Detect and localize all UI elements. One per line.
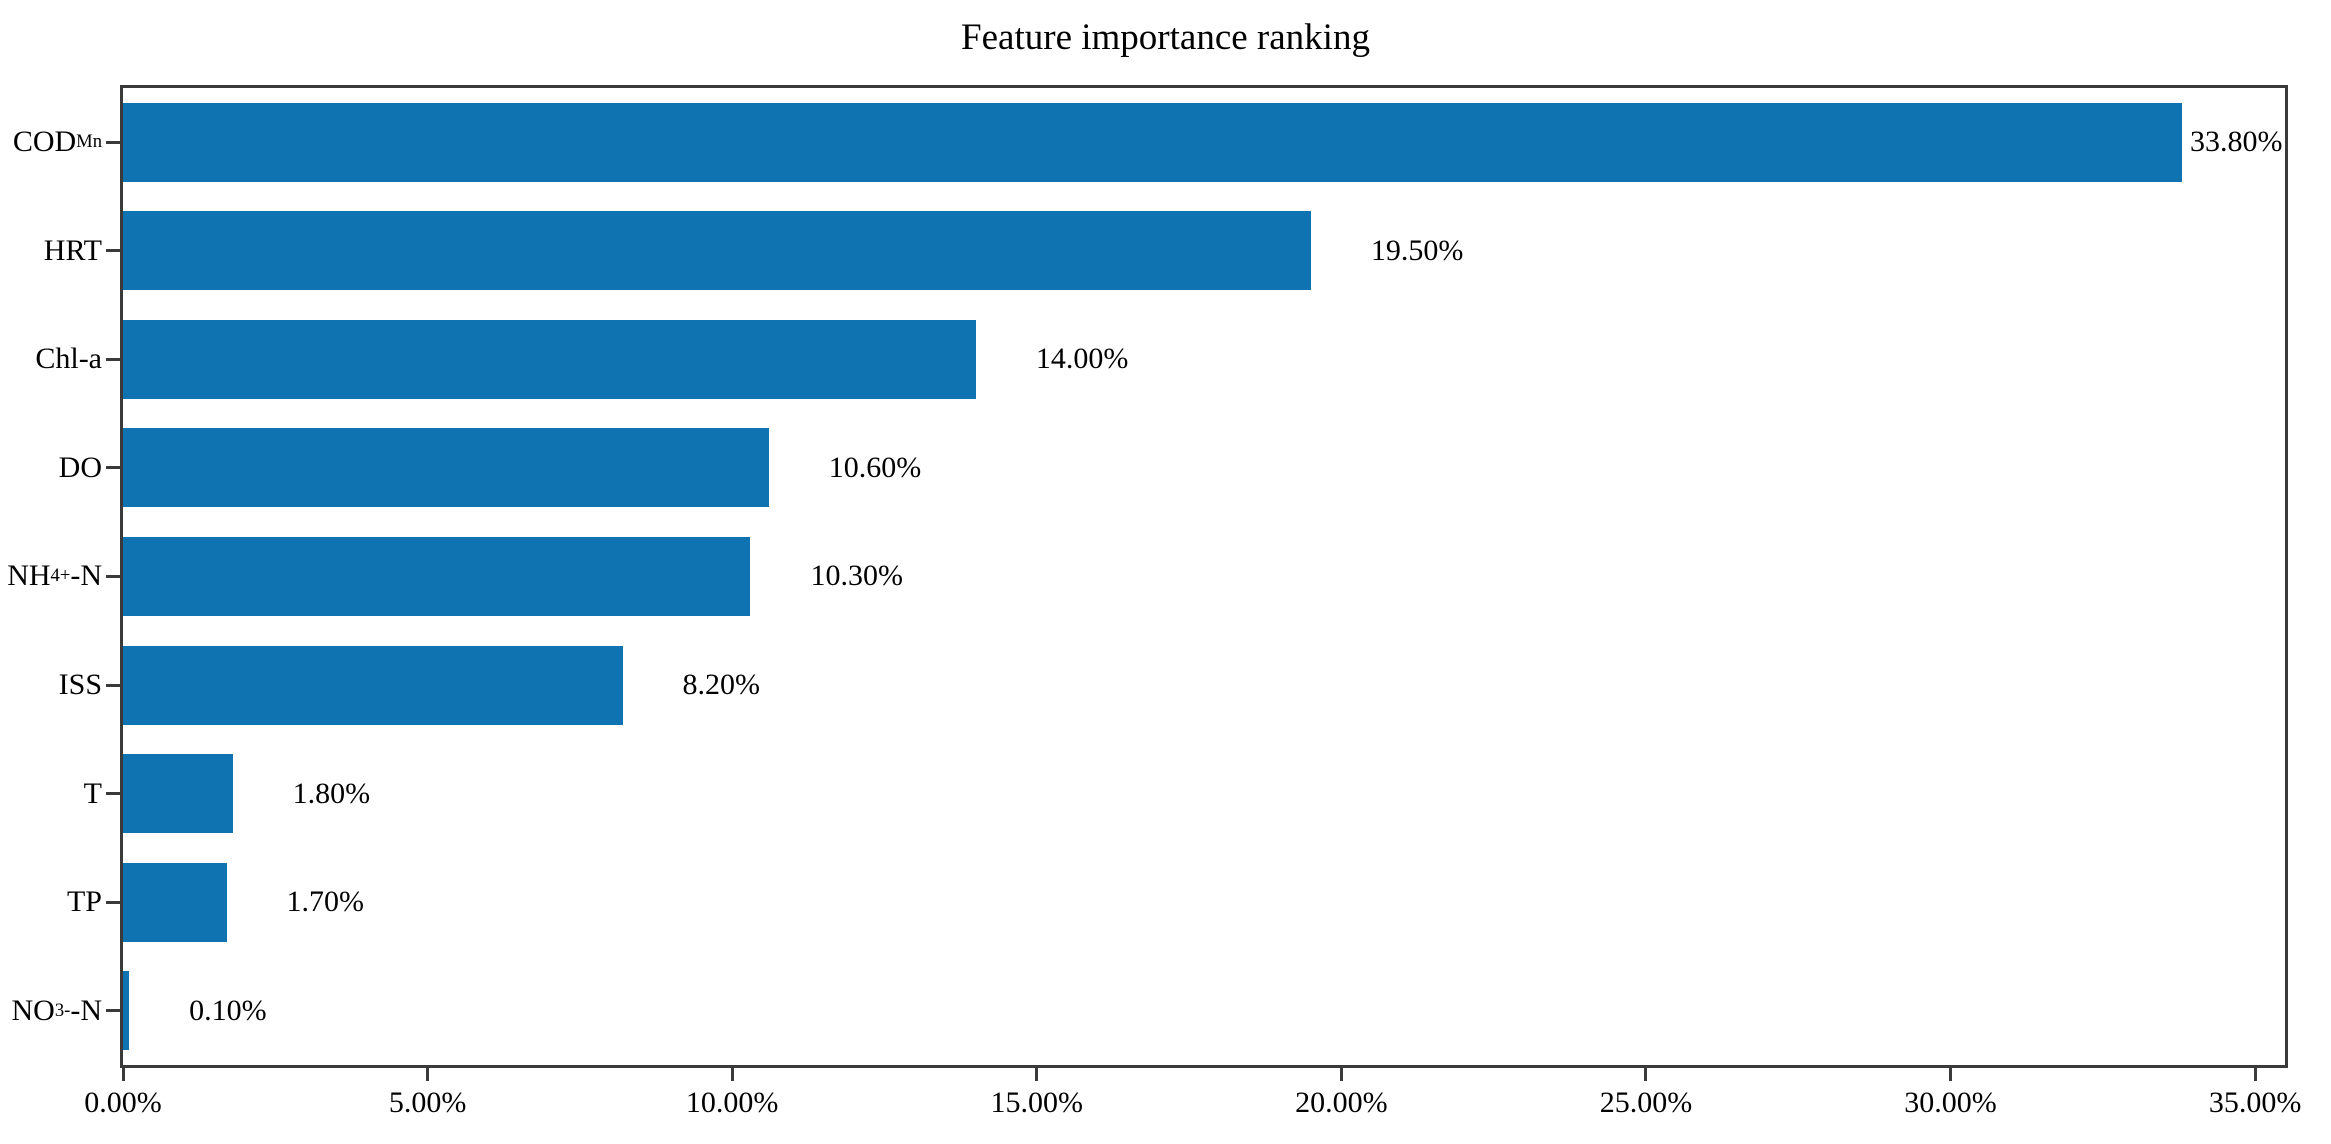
category-label-base: DO: [58, 450, 102, 484]
category-label: COD Mn: [12, 125, 102, 159]
y-tick-mark: [106, 1009, 120, 1013]
bar-value-label: 19.50%: [1370, 233, 1464, 267]
bar: [123, 319, 976, 399]
y-tick-mark: [106, 792, 120, 796]
bar-value-label: 0.10%: [189, 993, 267, 1027]
category-label-base: COD: [12, 125, 77, 159]
x-tick-mark: [121, 1068, 125, 1081]
bar: [123, 537, 751, 616]
bar-value-label: 1.70%: [286, 885, 365, 919]
bar: [123, 862, 227, 942]
category-label-base: NH: [7, 559, 51, 593]
category-label-base: ISS: [58, 668, 102, 702]
category-label-base: HRT: [43, 233, 102, 267]
category-label-base: NO: [11, 993, 55, 1027]
category-label: HRT: [0, 197, 102, 306]
category-label: T: [0, 739, 102, 848]
bar: [123, 754, 233, 834]
y-tick-mark: [106, 683, 120, 687]
bar: [123, 211, 1311, 291]
x-tick-label: 30.00%: [1904, 1086, 1997, 1119]
bar-value-label: 10.30%: [810, 559, 903, 593]
x-tick-label: 20.00%: [1295, 1086, 1388, 1119]
x-tick-label: 15.00%: [990, 1086, 1084, 1119]
category-label-base: T: [83, 776, 102, 810]
category-label-base: TP: [66, 885, 102, 919]
category-label-base: Chl-a: [35, 342, 102, 376]
bar-value-label: 14.00%: [1035, 342, 1129, 376]
x-tick-label: 10.00%: [685, 1086, 779, 1119]
x-tick-mark: [1949, 1068, 1953, 1081]
x-tick-mark: [1035, 1068, 1039, 1081]
x-tick-label: 5.00%: [388, 1086, 467, 1119]
x-tick-mark: [1644, 1068, 1648, 1081]
y-tick-mark: [106, 249, 120, 253]
bar-value-label: 10.60%: [828, 450, 922, 484]
category-label-suffix: -N: [70, 559, 102, 593]
category-label: NO 3- -N: [11, 993, 103, 1027]
chart-title: Feature importance ranking: [961, 17, 1370, 58]
y-tick-mark: [106, 900, 120, 904]
bar: [123, 645, 623, 725]
x-tick-mark: [1339, 1068, 1343, 1081]
x-tick-mark: [426, 1068, 430, 1081]
x-tick-mark: [730, 1068, 734, 1081]
x-tick-mark: [2253, 1068, 2257, 1081]
bar: [123, 428, 769, 508]
x-tick-label: 35.00%: [2208, 1086, 2302, 1119]
bar: [123, 102, 2183, 182]
x-tick-label: 25.00%: [1599, 1086, 1693, 1119]
bar-value-label: 1.80%: [292, 776, 371, 810]
plot-area: 33.80% 19.50% 14.00% 10.60% 10.30% 8.20%…: [120, 85, 2288, 1068]
category-label: Chl-a: [0, 305, 102, 414]
y-tick-mark: [106, 575, 120, 578]
x-tick-label: 0.00%: [84, 1086, 162, 1119]
category-label: NH 4 + -N: [7, 559, 102, 593]
y-tick-mark: [106, 466, 120, 470]
category-label-suffix: -N: [70, 993, 102, 1027]
category-label: TP: [0, 848, 102, 957]
category-label: DO: [0, 414, 102, 523]
bar-value-label: 33.80%: [2190, 125, 2283, 159]
bar-value-label: 8.20%: [682, 668, 761, 702]
category-label: ISS: [0, 631, 102, 740]
y-tick-mark: [106, 357, 120, 361]
bar: [123, 971, 130, 1051]
y-tick-mark: [106, 140, 120, 144]
